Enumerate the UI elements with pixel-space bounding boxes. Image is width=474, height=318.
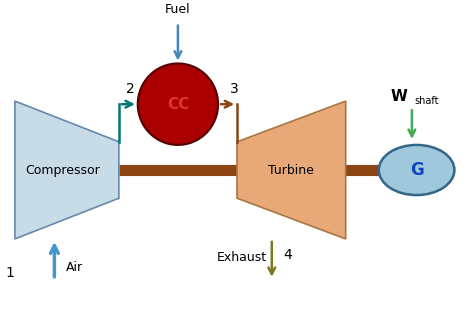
Ellipse shape <box>138 64 218 145</box>
Text: Fuel: Fuel <box>165 3 191 17</box>
Circle shape <box>379 145 455 195</box>
Text: Air: Air <box>66 261 83 274</box>
Text: shaft: shaft <box>414 96 439 106</box>
Text: W: W <box>390 89 407 104</box>
Text: 2: 2 <box>126 82 135 96</box>
Text: Exhaust: Exhaust <box>217 251 267 264</box>
Text: Compressor: Compressor <box>25 163 100 176</box>
Text: 1: 1 <box>6 266 15 280</box>
Text: 4: 4 <box>283 248 292 262</box>
Polygon shape <box>15 101 119 239</box>
Text: 3: 3 <box>230 82 239 96</box>
Text: G: G <box>410 161 423 179</box>
Polygon shape <box>237 101 346 239</box>
Text: Turbine: Turbine <box>268 163 314 176</box>
Text: CC: CC <box>167 97 189 112</box>
